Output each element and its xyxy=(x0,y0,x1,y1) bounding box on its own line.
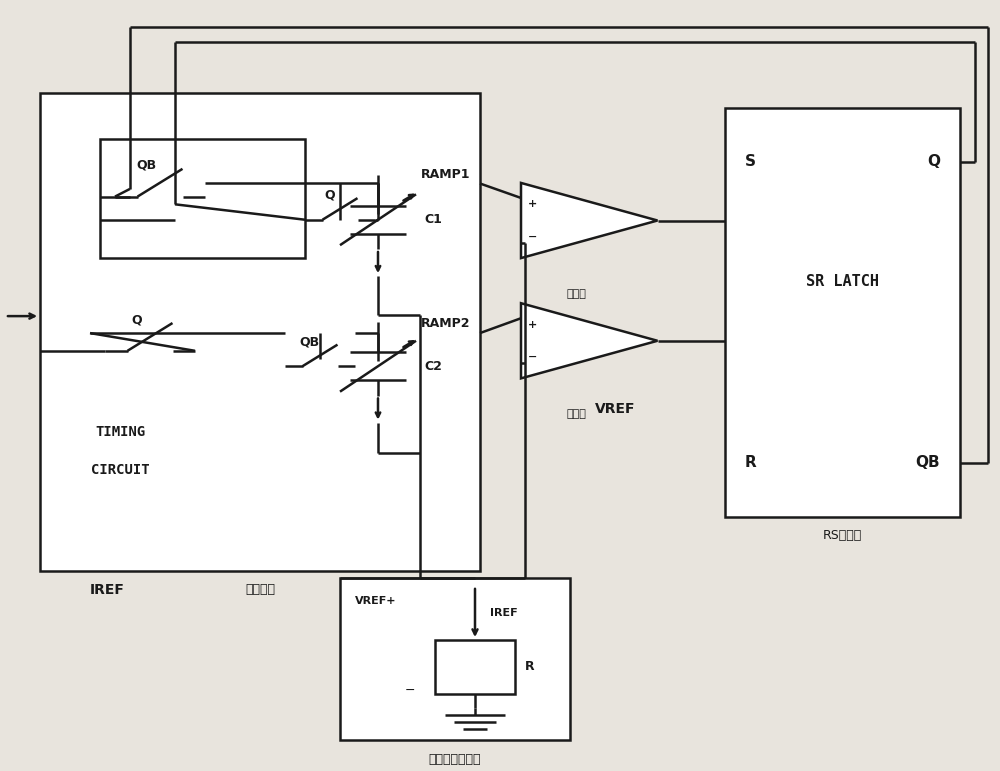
Text: QB: QB xyxy=(915,455,940,470)
Text: VREF+: VREF+ xyxy=(355,597,397,606)
Bar xyxy=(40,93,480,571)
Text: −: − xyxy=(528,352,538,362)
Text: QB: QB xyxy=(136,159,157,172)
Bar xyxy=(435,640,515,694)
Text: CIRCUIT: CIRCUIT xyxy=(91,463,149,477)
Polygon shape xyxy=(521,183,658,258)
Text: RAMP1: RAMP1 xyxy=(420,168,470,180)
Text: −: − xyxy=(528,231,538,241)
Text: R: R xyxy=(745,455,757,470)
Bar xyxy=(725,108,960,517)
Text: IREF: IREF xyxy=(90,583,125,597)
Polygon shape xyxy=(521,303,658,379)
Text: Q: Q xyxy=(324,189,335,202)
Text: SR LATCH: SR LATCH xyxy=(806,274,879,289)
Text: 比较器: 比较器 xyxy=(566,409,586,419)
Text: S: S xyxy=(745,154,756,170)
Text: IREF: IREF xyxy=(490,608,518,618)
Bar xyxy=(100,139,305,258)
Text: C2: C2 xyxy=(424,360,442,372)
Text: Q: Q xyxy=(131,313,142,326)
Text: RAMP2: RAMP2 xyxy=(420,318,470,330)
Text: RS锁存器: RS锁存器 xyxy=(823,530,862,542)
Text: 电压和电流基准: 电压和电流基准 xyxy=(429,753,481,766)
Bar xyxy=(340,578,570,740)
Text: C1: C1 xyxy=(424,214,442,226)
Text: 比较器: 比较器 xyxy=(566,289,586,298)
Text: +: + xyxy=(528,320,538,330)
Text: −: − xyxy=(404,684,415,696)
Text: Q: Q xyxy=(927,154,940,170)
Text: TIMING: TIMING xyxy=(95,425,145,439)
Text: VREF: VREF xyxy=(595,402,636,416)
Text: +: + xyxy=(528,200,538,210)
Text: 计时电路: 计时电路 xyxy=(245,584,275,596)
Text: QB: QB xyxy=(299,335,320,348)
Text: R: R xyxy=(525,661,535,673)
